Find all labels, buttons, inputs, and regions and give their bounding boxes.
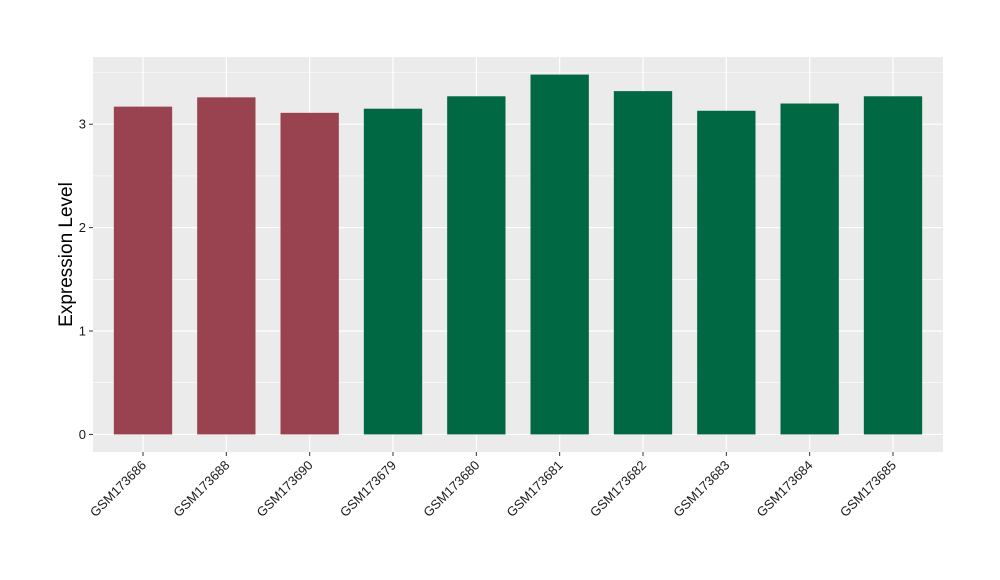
bar-GSM173686 [113, 106, 173, 435]
bar-GSM173682 [613, 91, 673, 435]
bar-GSM173688 [197, 97, 256, 435]
bar-GSM173684 [780, 103, 839, 435]
x-tick-label: GSM173688 [170, 458, 232, 520]
x-tick-label: GSM173684 [754, 458, 816, 520]
bar-GSM173683 [697, 110, 756, 435]
y-tick-label: 2 [79, 220, 86, 235]
x-tick-label: GSM173681 [504, 458, 566, 520]
bar-GSM173679 [363, 108, 423, 435]
x-tick-label: GSM173683 [670, 458, 732, 520]
bar-GSM173681 [530, 74, 589, 435]
y-tick-label: 3 [79, 117, 86, 132]
bar-GSM173685 [863, 96, 923, 435]
x-tick-label: GSM173686 [87, 458, 149, 520]
x-tick-label: GSM173679 [337, 458, 399, 520]
y-tick-label: 1 [79, 324, 86, 339]
bars [113, 74, 923, 435]
x-tick-label: GSM173680 [420, 458, 482, 520]
y-tick-label: 0 [79, 427, 86, 442]
bar-GSM173680 [447, 96, 506, 435]
x-tick-label: GSM173682 [587, 458, 649, 520]
y-axis: 0 1 2 3 [79, 117, 93, 442]
x-axis: GSM173686 GSM173688 GSM173690 GSM173679 GSM1… [87, 452, 899, 520]
y-axis-title: Expression Level [56, 182, 77, 327]
bar-GSM173690 [280, 112, 339, 435]
x-tick-label: GSM173690 [254, 458, 316, 520]
x-tick-label: GSM173685 [837, 458, 899, 520]
